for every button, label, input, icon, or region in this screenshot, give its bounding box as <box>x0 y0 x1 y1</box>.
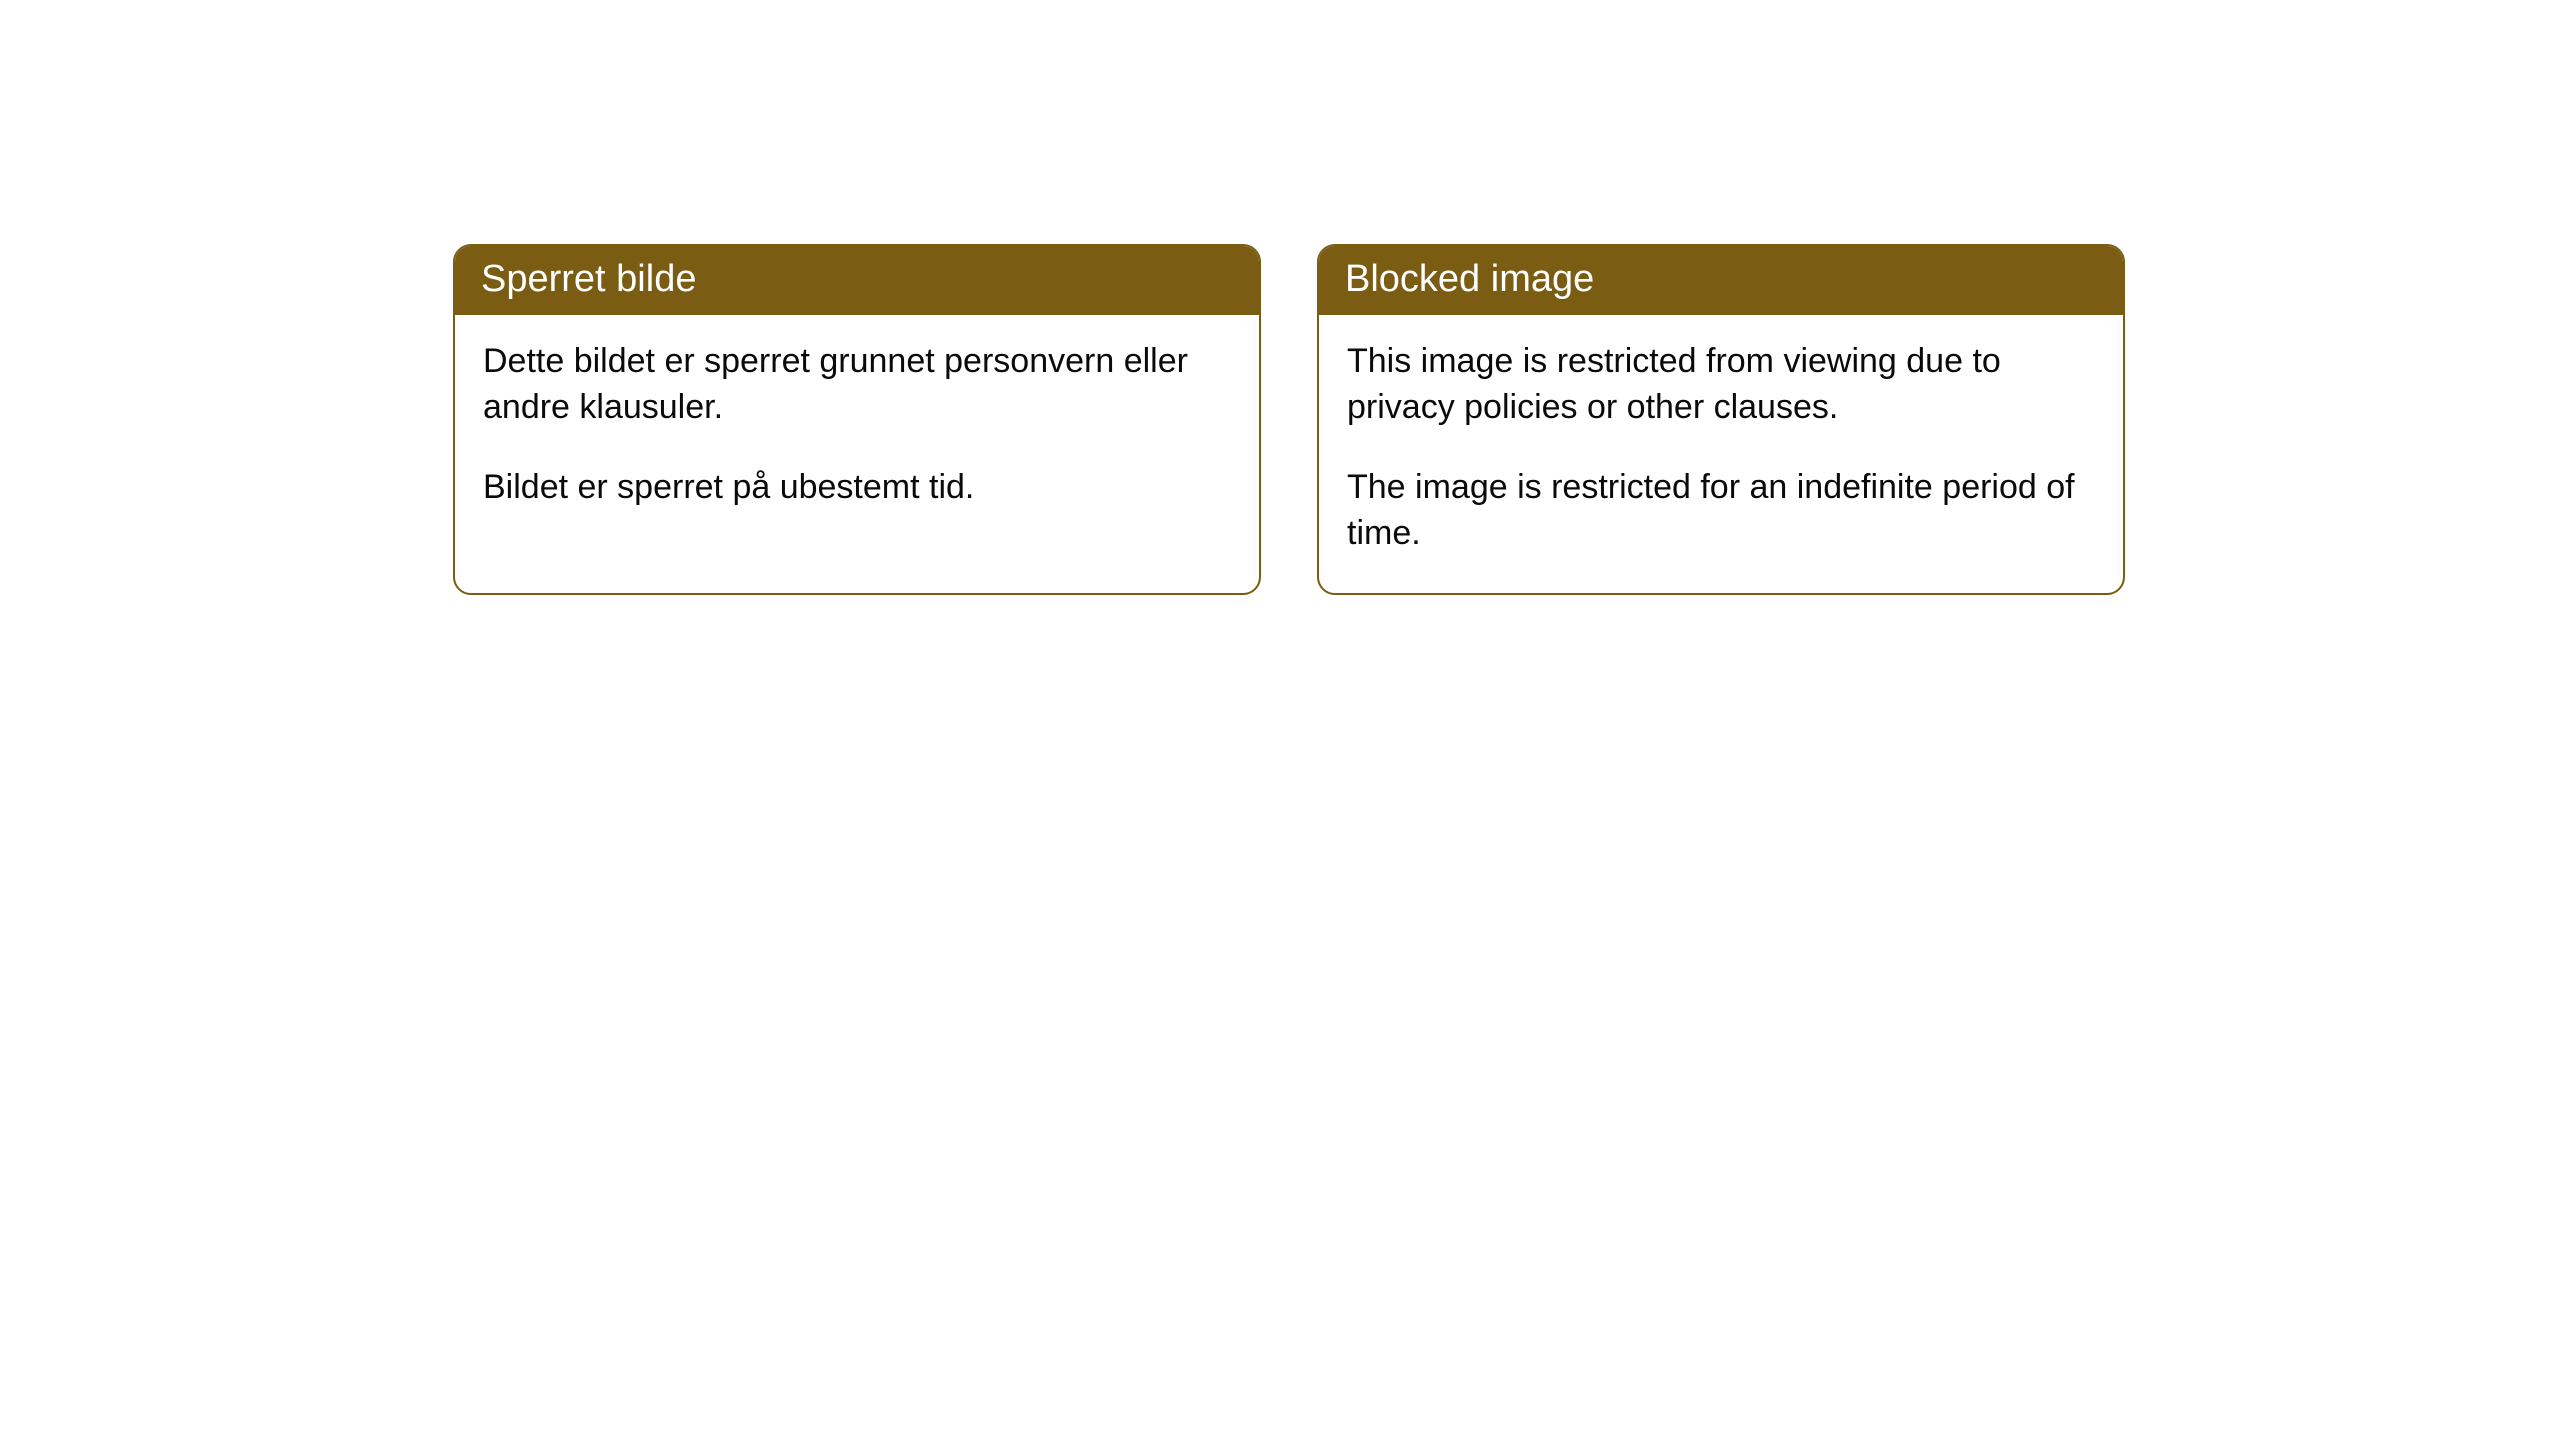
card-paragraph-1: This image is restricted from viewing du… <box>1347 339 2095 431</box>
card-header: Blocked image <box>1319 246 2123 315</box>
card-body: Dette bildet er sperret grunnet personve… <box>455 315 1259 547</box>
cards-container: Sperret bilde Dette bildet er sperret gr… <box>0 0 2560 595</box>
card-header: Sperret bilde <box>455 246 1259 315</box>
card-paragraph-2: The image is restricted for an indefinit… <box>1347 465 2095 557</box>
card-body: This image is restricted from viewing du… <box>1319 315 2123 593</box>
blocked-image-card-norwegian: Sperret bilde Dette bildet er sperret gr… <box>453 244 1261 595</box>
card-title: Blocked image <box>1345 258 1594 300</box>
card-paragraph-2: Bildet er sperret på ubestemt tid. <box>483 465 1231 511</box>
card-title: Sperret bilde <box>481 258 696 300</box>
card-paragraph-1: Dette bildet er sperret grunnet personve… <box>483 339 1231 431</box>
blocked-image-card-english: Blocked image This image is restricted f… <box>1317 244 2125 595</box>
